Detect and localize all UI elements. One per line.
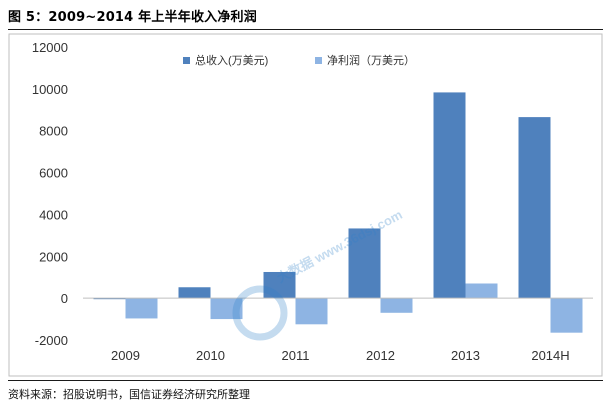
x-tick-label: 2011: [282, 348, 310, 363]
y-tick-label: 6000: [39, 166, 68, 181]
y-tick-label: 10000: [32, 82, 68, 97]
source-note: 资料来源：招股说明书，国信证券经济研究所整理: [8, 388, 250, 401]
y-tick-label: -2000: [35, 333, 68, 348]
bar-revenue: [178, 287, 211, 299]
source-divider: [8, 380, 603, 381]
bar-revenue: [263, 271, 296, 299]
watermark-logo: [232, 285, 288, 341]
chart-border: [8, 33, 603, 377]
bar-net-profit: [380, 298, 413, 313]
legend-label: 总收入(万美元): [195, 53, 268, 67]
figure-title: 图 5：2009~2014 年上半年收入净利润: [8, 10, 257, 25]
bar-net-profit: [125, 298, 158, 319]
y-tick-label: 2000: [39, 249, 68, 264]
plot-area: [93, 92, 583, 333]
x-axis: 2009 2010 2011 2012 2013 2014H: [111, 348, 570, 363]
title-divider: [8, 29, 603, 30]
y-tick-label: 0: [61, 291, 68, 306]
legend: 总收入(万美元) 净利润（万美元）: [183, 53, 415, 67]
x-tick-label: 2014H: [531, 348, 569, 363]
legend-swatch: [183, 57, 190, 64]
chart-container: -2000 0 2000 4000 6000 8000 10000 12000 2009 201…: [8, 33, 603, 377]
bar-revenue: [348, 228, 381, 299]
x-tick-label: 2012: [366, 348, 395, 363]
legend-label: 净利润（万美元）: [327, 53, 415, 67]
legend-swatch: [315, 57, 322, 64]
bar-revenue: [518, 117, 551, 299]
x-tick-label: 2013: [451, 348, 480, 363]
y-tick-label: 4000: [39, 207, 68, 222]
bar-net-profit: [465, 283, 498, 299]
bar-revenue: [93, 298, 126, 300]
x-tick-label: 2010: [196, 348, 225, 363]
x-tick-label: 2009: [111, 348, 140, 363]
bar-revenue: [433, 92, 466, 299]
bar-net-profit: [550, 298, 583, 333]
bar-net-profit: [210, 298, 243, 320]
bar-net-profit: [295, 298, 328, 325]
bar-chart: -2000 0 2000 4000 6000 8000 10000 12000 2009 201…: [8, 33, 603, 377]
y-tick-label: 12000: [32, 40, 68, 55]
y-axis: -2000 0 2000 4000 6000 8000 10000 12000: [32, 40, 68, 348]
y-tick-label: 8000: [39, 124, 68, 139]
